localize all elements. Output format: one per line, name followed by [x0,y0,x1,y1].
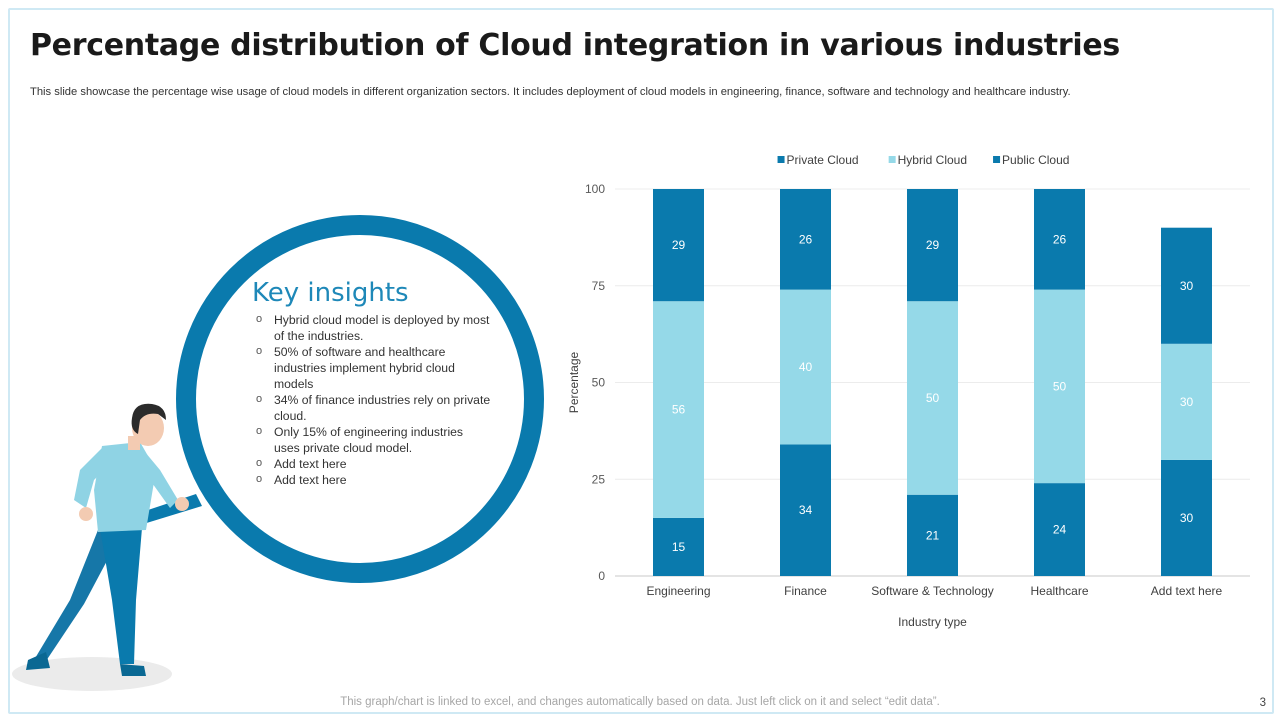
insight-item: 50% of software and healthcare industrie… [252,343,492,392]
y-axis-title: Percentage [567,351,581,413]
stacked-bar-chart[interactable]: 0 25 50 75 100 15 56 29 Engineering 34 40 26 Finance… [560,140,1270,640]
bar-segment [780,289,831,445]
legend-label: Hybrid Cloud [898,153,967,167]
legend-label: Private Cloud [787,153,859,167]
person-icon [26,403,189,676]
x-tick-label: Software & Technology [871,584,994,598]
legend-swatch [777,156,785,163]
insight-item: Add text here [252,471,492,488]
bar-segment [1161,459,1212,576]
data-label: 15 [672,540,686,554]
x-tick-label: Add text here [1151,584,1223,598]
bar-segment [907,189,958,302]
insight-item: 34% of finance industries rely on privat… [252,391,492,424]
bar-segment [1161,227,1212,344]
footer-note: This graph/chart is linked to excel, and… [340,696,940,708]
bar-segment [780,189,831,290]
data-label: 29 [672,238,686,252]
bar-segment [653,517,704,576]
bar-segment [907,494,958,576]
x-tick-label: Finance [784,584,827,598]
data-label: 30 [1180,279,1194,293]
data-label: 24 [1053,523,1067,537]
data-label: 30 [1180,511,1194,525]
data-label: 50 [1053,379,1067,393]
bar-segment [907,301,958,495]
slide-frame [8,8,1274,714]
y-tick-label: 0 [598,569,605,583]
data-label: 56 [672,403,686,417]
data-label: 30 [1180,395,1194,409]
insight-item: Only 15% of engineering industries uses … [252,423,492,456]
data-label: 21 [926,528,940,542]
x-tick-label: Healthcare [1030,584,1088,598]
key-insights-panel: Key insights Hybrid cloud model is deplo… [252,278,492,488]
y-tick-label: 75 [592,279,606,293]
insight-item: Add text here [252,455,492,472]
data-label: 34 [799,503,813,517]
key-insights-list: Hybrid cloud model is deployed by most o… [252,311,492,488]
key-insights-heading: Key insights [252,278,409,308]
legend-swatch [888,156,896,163]
y-tick-label: 100 [585,182,605,196]
bar-segment [653,301,704,518]
bar-segment [653,189,704,302]
bar-segment [1034,483,1085,576]
data-label: 29 [926,238,940,252]
legend-swatch [993,156,1001,163]
bar-segment [1034,289,1085,484]
bar-segment [1161,343,1212,460]
page-subtitle: This slide showcase the percentage wise … [30,86,1071,98]
data-label: 26 [1053,232,1067,246]
legend-label: Public Cloud [1002,153,1069,167]
x-tick-label: Engineering [646,584,710,598]
insight-item: Hybrid cloud model is deployed by most o… [252,311,492,344]
x-axis-title: Industry type [898,615,967,629]
y-tick-label: 25 [592,472,606,486]
data-label: 40 [799,360,813,374]
page-number: 3 [1259,697,1266,709]
data-label: 26 [799,232,813,246]
page-title: Percentage distribution of Cloud integra… [30,28,1120,63]
chart-svg: 0 25 50 75 100 15 56 29 Engineering 34 40 26 Finance… [567,153,1250,629]
y-tick-label: 50 [592,376,606,390]
bar-segment [780,444,831,576]
data-label: 50 [926,391,940,405]
bar-segment [1034,189,1085,290]
